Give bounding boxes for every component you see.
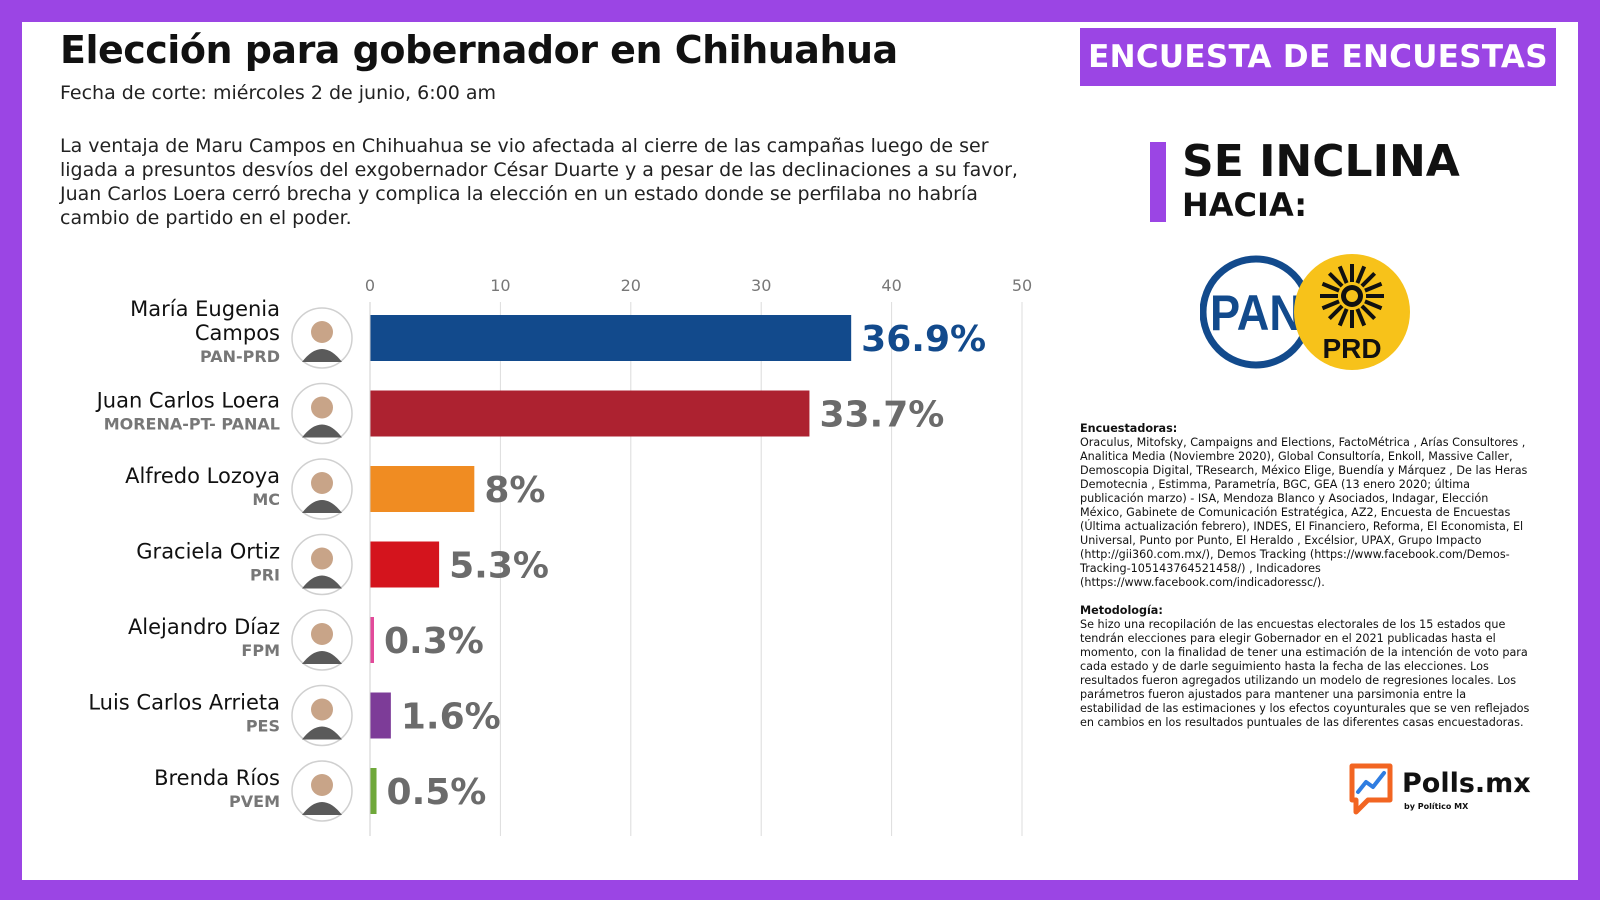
x-tick-label: 50 (1012, 276, 1032, 295)
x-tick-label: 40 (881, 276, 901, 295)
sun-ray (1360, 304, 1377, 321)
party-label: MC (252, 490, 280, 509)
value-label: 1.6% (401, 697, 501, 738)
sun-ray (1364, 299, 1383, 311)
bar (370, 390, 810, 437)
bar (370, 315, 852, 361)
candidate-avatar (291, 533, 353, 596)
survey-banner: ENCUESTA DE ENCUESTAS (1080, 28, 1556, 86)
sun-ray (1327, 271, 1344, 288)
avatar-body (302, 802, 342, 815)
x-tick-label: 20 (621, 276, 641, 295)
candidate-name: Brenda Ríos (154, 766, 280, 790)
party-label: PVEM (229, 792, 280, 811)
value-label: 5.3% (449, 546, 549, 587)
sun-ray (1355, 265, 1367, 284)
page-title: Elección para gobernador en Chihuahua (60, 28, 898, 72)
candidate-name: Alfredo Lozoya (125, 464, 280, 488)
avatar-body (302, 651, 342, 664)
sun-ray (1355, 308, 1367, 327)
party-label: MORENA-PT- PANAL (104, 415, 280, 434)
avatar-head (311, 698, 333, 721)
avatar-body (302, 424, 342, 438)
x-tick-label: 0 (365, 276, 375, 295)
lean-subheading: HACIA: (1182, 186, 1308, 224)
party-label: PAN-PRD (200, 347, 280, 366)
prd-logo: PRD (1294, 254, 1410, 370)
avatar-body (302, 726, 342, 740)
sun-ray (1337, 265, 1349, 284)
party-label: PRI (250, 566, 280, 585)
candidate-name: Campos (195, 321, 280, 345)
candidate-avatar (291, 609, 353, 671)
bar (370, 617, 374, 663)
avatar-body (302, 349, 342, 362)
bar (370, 692, 391, 739)
sun-ray (1364, 281, 1383, 293)
description-text: La ventaja de Maru Campos en Chihuahua s… (60, 135, 1018, 229)
sun-ray (1337, 308, 1349, 327)
sun-ray (1360, 271, 1377, 288)
prd-logo-text: PRD (1322, 333, 1381, 364)
polls-chart-icon (1349, 763, 1393, 815)
bar (370, 466, 475, 512)
value-label: 36.9% (861, 319, 986, 360)
value-label: 8% (484, 470, 545, 511)
avatar-head (311, 547, 333, 570)
avatar-head (311, 396, 333, 419)
methodology-text: Se hizo una recopilación de las encuesta… (1080, 618, 1530, 729)
brand-name: Polls.mx (1402, 768, 1531, 799)
lean-accent-bar (1150, 142, 1166, 222)
avatar-body (302, 575, 342, 589)
candidate-avatar (291, 684, 353, 747)
sun-center (1346, 290, 1358, 302)
party-label: PES (246, 717, 280, 736)
candidate-name: Graciela Ortiz (136, 540, 280, 564)
pollsters-heading: Encuestadoras: (1080, 422, 1178, 435)
candidate-name: Luis Carlos Arrieta (88, 691, 280, 715)
avatar-body (302, 500, 342, 513)
bar (370, 768, 377, 814)
lean-callout: SE INCLINA HACIA: (1150, 136, 1460, 224)
lean-heading: SE INCLINA (1182, 136, 1460, 187)
candidate-avatar (291, 307, 353, 369)
bar (370, 541, 440, 588)
avatar-head (311, 774, 333, 796)
value-label: 0.5% (387, 772, 487, 813)
sun-ray (1321, 281, 1340, 293)
methodology-notes: Encuestadoras: Oraculus, Mitofsky, Campa… (1080, 422, 1530, 744)
avatar-head (311, 623, 333, 645)
candidate-name: Alejandro Díaz (128, 615, 280, 639)
prd-sun-icon (1320, 264, 1384, 328)
polls-mx-brand: Polls.mx by Político MX (1346, 760, 1546, 820)
pollsters-text: Oraculus, Mitofsky, Campaigns and Electi… (1080, 436, 1528, 589)
candidate-avatar (291, 458, 353, 520)
brand-byline: by Político MX (1404, 802, 1469, 811)
cutoff-date: Fecha de corte: miércoles 2 de junio, 6:… (60, 82, 496, 104)
value-label: 0.3% (384, 621, 484, 662)
avatar-head (311, 321, 333, 343)
sun-ray (1321, 299, 1340, 311)
pan-logo-text: PAN (1210, 285, 1302, 341)
candidate-name: María Eugenia (130, 297, 280, 321)
avatar-head (311, 472, 333, 494)
sun-ray (1327, 304, 1344, 321)
pan-prd-logos: PAN PRD (1200, 254, 1410, 370)
value-label: 33.7% (819, 395, 944, 436)
x-tick-label: 30 (751, 276, 771, 295)
methodology-heading: Metodología: (1080, 604, 1163, 617)
pan-logo: PAN (1200, 255, 1313, 369)
party-label: FPM (241, 641, 280, 660)
candidate-avatar (291, 760, 353, 822)
candidate-name: Juan Carlos Loera (95, 389, 280, 413)
candidate-avatar (291, 382, 353, 445)
infographic-frame (22, 22, 1578, 880)
x-tick-label: 10 (490, 276, 510, 295)
